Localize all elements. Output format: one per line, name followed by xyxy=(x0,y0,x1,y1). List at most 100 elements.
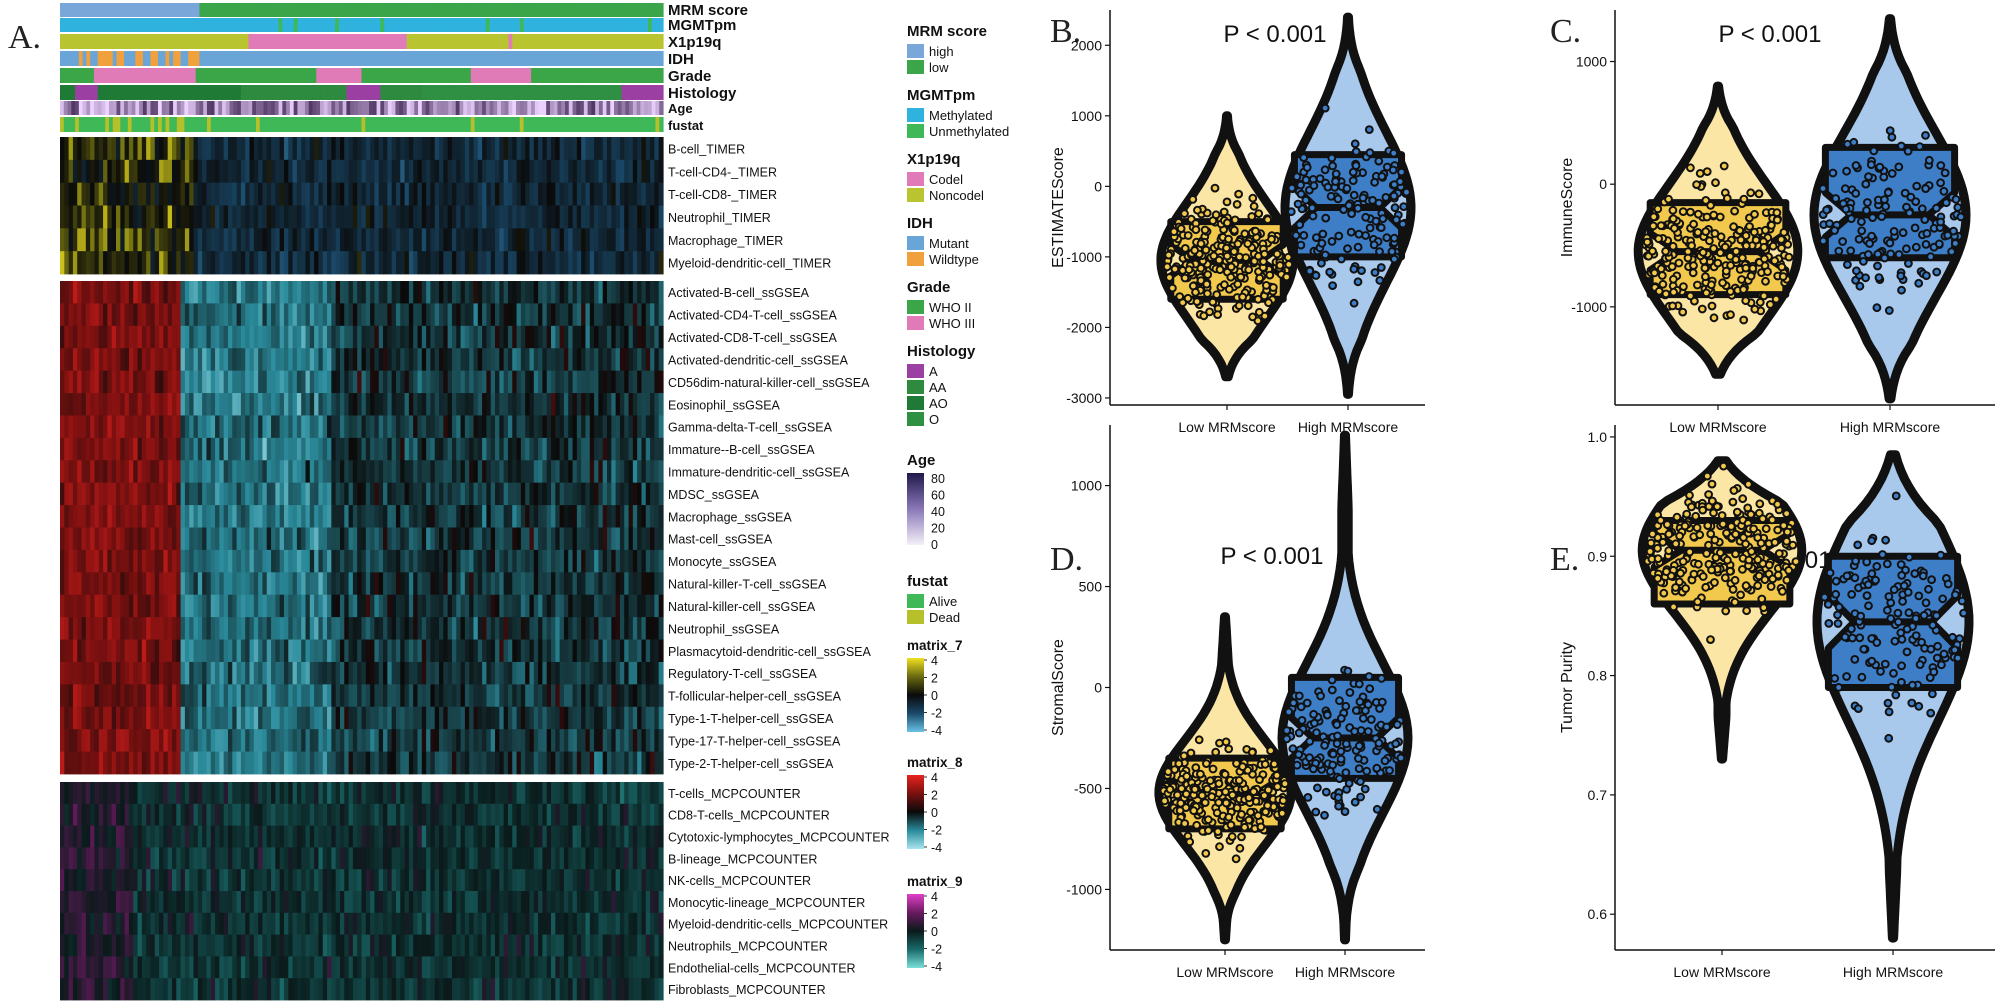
heatmap-cell xyxy=(555,594,561,618)
heatmap-cell xyxy=(344,549,350,573)
heatmap-cell xyxy=(619,437,625,461)
heatmap-cell xyxy=(559,228,565,252)
heatmap-cell xyxy=(249,639,255,663)
annotation-row xyxy=(60,85,664,100)
heatmap-cell xyxy=(348,527,354,551)
annotation-cell xyxy=(549,117,555,132)
heatmap-cell xyxy=(141,205,147,229)
heatmap-cell xyxy=(529,251,535,275)
heatmap-cell xyxy=(107,437,113,461)
heatmap-cell xyxy=(585,549,591,573)
annotation-cell xyxy=(380,117,385,132)
heatmap-cell xyxy=(189,460,195,484)
heatmap-cell xyxy=(189,617,195,640)
heatmap-cell xyxy=(124,303,130,327)
annotation-cell xyxy=(60,34,65,49)
heatmap-cell xyxy=(314,527,320,551)
annotation-cell xyxy=(406,34,412,49)
heatmap-cell xyxy=(619,505,625,528)
heatmap-cell xyxy=(654,251,660,275)
annotation-cell xyxy=(63,85,69,100)
annotation-cell xyxy=(402,51,408,66)
heatmap-cell xyxy=(607,251,612,275)
heatmap-cell xyxy=(658,661,664,685)
heatmap-cell xyxy=(348,251,354,275)
heatmap-cell xyxy=(456,251,462,275)
heatmap-cell xyxy=(176,729,182,752)
annotation-cell xyxy=(429,68,434,83)
annotation-cell xyxy=(248,18,253,32)
heatmap-cell xyxy=(266,706,272,730)
heatmap-cell xyxy=(469,482,475,506)
annotation-cell xyxy=(293,34,299,49)
heatmap-cell xyxy=(322,572,328,596)
annotation-cell xyxy=(546,18,551,32)
heatmap-cell xyxy=(594,137,599,161)
annotation-label: IDH xyxy=(668,51,694,68)
annotation-cell xyxy=(493,68,498,83)
heatmap-cell xyxy=(615,281,621,304)
annotation-cell xyxy=(112,18,118,32)
annotation-cell xyxy=(451,68,457,83)
heatmap-cell xyxy=(408,228,414,252)
heatmap-cell xyxy=(512,228,518,252)
annotation-cell xyxy=(421,117,427,132)
heatmap-cell xyxy=(124,348,130,372)
heatmap-cell xyxy=(275,205,281,229)
heatmap-cell xyxy=(240,393,246,416)
heatmap-cell xyxy=(645,594,651,618)
annotation-cell xyxy=(67,34,72,49)
heatmap-cell xyxy=(451,706,457,730)
heatmap-cell xyxy=(357,527,363,551)
annotation-cell xyxy=(561,85,566,100)
heatmap-cell xyxy=(197,549,203,573)
heatmap-cell xyxy=(94,159,100,184)
annotation-cell xyxy=(463,117,468,132)
heatmap-cell xyxy=(115,159,121,184)
heatmap-cell xyxy=(645,281,651,304)
heatmap-cell xyxy=(258,370,264,394)
heatmap-cell xyxy=(94,684,100,708)
heatmap-cell xyxy=(529,572,535,596)
annotation-cell xyxy=(331,51,336,66)
annotation-cell xyxy=(433,18,438,32)
heatmap-cell xyxy=(262,415,268,439)
heatmap-cell xyxy=(163,370,169,394)
heatmap-cell xyxy=(619,527,625,551)
heatmap-cell xyxy=(645,348,651,372)
heatmap-cell xyxy=(486,460,492,484)
heatmap-cell xyxy=(477,594,483,618)
heatmap-cell xyxy=(391,437,397,461)
heatmap-cell xyxy=(150,228,156,252)
annotation-cell xyxy=(112,101,118,115)
heatmap-cell xyxy=(322,348,328,372)
heatmap-cell xyxy=(245,505,251,528)
annotation-cell xyxy=(384,3,389,17)
heatmap-cell xyxy=(171,303,177,327)
annotation-cell xyxy=(191,101,197,115)
heatmap-cell xyxy=(387,527,393,551)
heatmap-cell xyxy=(180,159,186,184)
heatmap-cell xyxy=(296,482,302,506)
heatmap-cell xyxy=(378,617,384,640)
annotation-cell xyxy=(97,18,103,32)
heatmap-cell xyxy=(400,393,406,416)
heatmap-cell xyxy=(533,460,539,484)
annotation-cell xyxy=(331,101,336,115)
annotation-cell xyxy=(561,101,566,115)
heatmap-cell xyxy=(137,549,143,573)
heatmap-cell xyxy=(404,325,410,349)
heatmap-cell xyxy=(115,228,121,252)
heatmap-cell xyxy=(271,228,276,252)
heatmap-cell xyxy=(365,348,371,372)
annotation-cell xyxy=(188,3,193,17)
heatmap-cell xyxy=(658,460,664,484)
heatmap-cell xyxy=(98,182,104,206)
annotation-cell xyxy=(60,117,65,132)
heatmap-cell xyxy=(417,182,423,206)
heatmap-cell xyxy=(348,460,354,484)
heatmap-cell xyxy=(361,505,367,528)
heatmap-cell xyxy=(516,182,522,206)
heatmap-cell xyxy=(507,325,513,349)
heatmap-cell xyxy=(632,549,638,573)
